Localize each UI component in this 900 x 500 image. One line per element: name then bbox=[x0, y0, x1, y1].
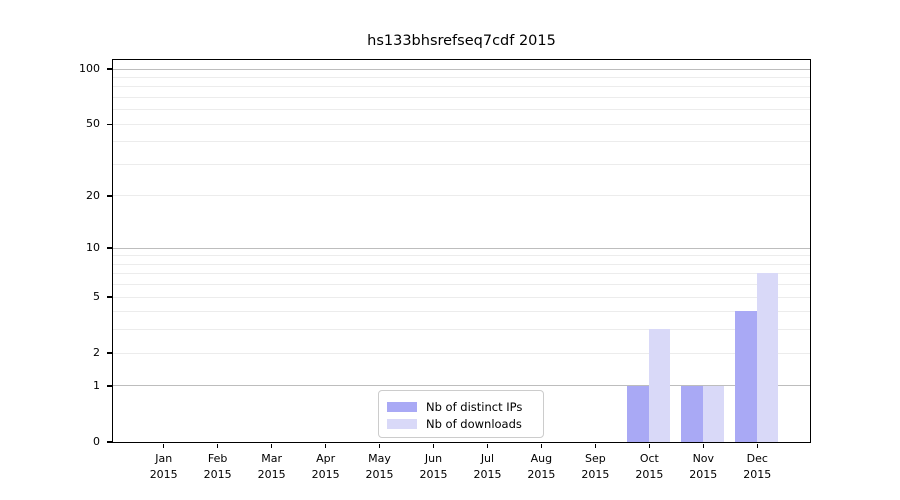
x-tick-sep bbox=[594, 443, 597, 448]
x-tick-label-dec: Dec 2015 bbox=[743, 452, 772, 481]
gridline-minor-3 bbox=[112, 329, 810, 331]
legend-item-downloads: Nb of downloads bbox=[387, 415, 535, 432]
legend-label-downloads: Nb of downloads bbox=[426, 416, 522, 431]
x-tick-label-apr: Apr 2015 bbox=[311, 452, 340, 481]
x-tick-mar bbox=[270, 443, 273, 448]
x-tick-label-may: May 2015 bbox=[365, 452, 394, 481]
gridline-minor-70 bbox=[112, 97, 810, 99]
y-tick-10 bbox=[106, 247, 112, 249]
x-tick-apr bbox=[324, 443, 327, 448]
bar-nb-of-downloads-oct bbox=[648, 329, 671, 442]
y-tick-5 bbox=[106, 296, 112, 298]
y-tick-label-1: 1 bbox=[93, 378, 100, 392]
legend-swatch-downloads bbox=[387, 418, 417, 429]
legend-label-distinct-ips: Nb of distinct IPs bbox=[426, 399, 523, 414]
gridline-minor-40 bbox=[112, 141, 810, 143]
x-tick-may bbox=[378, 443, 381, 448]
bar-nb-of-downloads-nov bbox=[702, 385, 725, 442]
gridline-minor-8 bbox=[112, 263, 810, 265]
x-tick-label-jul: Jul 2015 bbox=[473, 452, 502, 481]
y-tick-label-50: 50 bbox=[86, 117, 100, 131]
x-tick-label-nov: Nov 2015 bbox=[689, 452, 718, 481]
gridline-minor-5 bbox=[112, 296, 810, 298]
legend-item-distinct-ips: Nb of distinct IPs bbox=[387, 398, 535, 415]
x-tick-label-aug: Aug 2015 bbox=[527, 452, 556, 481]
x-tick-jul bbox=[486, 443, 489, 448]
gridline-minor-6 bbox=[112, 284, 810, 286]
y-tick-label-10: 10 bbox=[86, 241, 100, 255]
bar-nb-of-distinct-ips-oct bbox=[627, 385, 649, 442]
gridline-minor-2 bbox=[112, 352, 810, 354]
x-tick-jan bbox=[162, 443, 165, 448]
y-tick-2 bbox=[106, 352, 112, 354]
x-tick-oct bbox=[648, 443, 651, 448]
gridline-minor-7 bbox=[112, 273, 810, 275]
chart-title: hs133bhsrefseq7cdf 2015 bbox=[367, 33, 556, 49]
y-tick-label-20: 20 bbox=[86, 188, 100, 202]
y-tick-50 bbox=[106, 123, 112, 126]
gridline-minor-20 bbox=[112, 195, 810, 197]
y-tick-0 bbox=[106, 441, 112, 443]
x-tick-label-jan: Jan 2015 bbox=[149, 452, 178, 481]
gridline-minor-30 bbox=[112, 164, 810, 165]
x-tick-nov bbox=[702, 443, 705, 448]
gridline-major-10 bbox=[112, 247, 810, 249]
plot-area bbox=[111, 58, 811, 443]
x-tick-jun bbox=[432, 443, 435, 448]
gridline-major-100 bbox=[112, 68, 810, 70]
y-tick-label-0: 0 bbox=[93, 435, 100, 448]
x-tick-label-oct: Oct 2015 bbox=[635, 452, 664, 481]
x-tick-feb bbox=[216, 443, 219, 448]
legend-swatch-distinct-ips bbox=[387, 401, 417, 412]
gridline-minor-50 bbox=[112, 123, 810, 125]
y-tick-1 bbox=[106, 385, 112, 387]
gridline-minor-80 bbox=[112, 86, 810, 88]
x-tick-label-sep: Sep 2015 bbox=[581, 452, 610, 481]
x-tick-aug bbox=[540, 443, 543, 448]
bar-nb-of-distinct-ips-nov bbox=[681, 385, 703, 442]
y-tick-label-2: 2 bbox=[93, 346, 100, 360]
y-tick-label-5: 5 bbox=[93, 290, 100, 304]
x-tick-label-jun: Jun 2015 bbox=[419, 452, 448, 481]
y-tick-100 bbox=[106, 68, 112, 70]
x-tick-dec bbox=[756, 443, 758, 448]
bar-nb-of-distinct-ips-dec bbox=[735, 311, 757, 442]
bar-nb-of-downloads-dec bbox=[756, 273, 779, 442]
y-tick-label-100: 100 bbox=[79, 62, 100, 76]
gridline-minor-4 bbox=[112, 311, 810, 313]
gridline-major-1 bbox=[112, 385, 810, 387]
x-tick-label-mar: Mar 2015 bbox=[257, 452, 286, 481]
gridline-minor-60 bbox=[112, 109, 810, 111]
y-tick-20 bbox=[106, 195, 112, 197]
x-tick-label-feb: Feb 2015 bbox=[203, 452, 232, 481]
gridline-minor-90 bbox=[112, 76, 810, 78]
gridline-minor-9 bbox=[112, 255, 810, 257]
legend: Nb of distinct IPs Nb of downloads bbox=[378, 390, 544, 438]
